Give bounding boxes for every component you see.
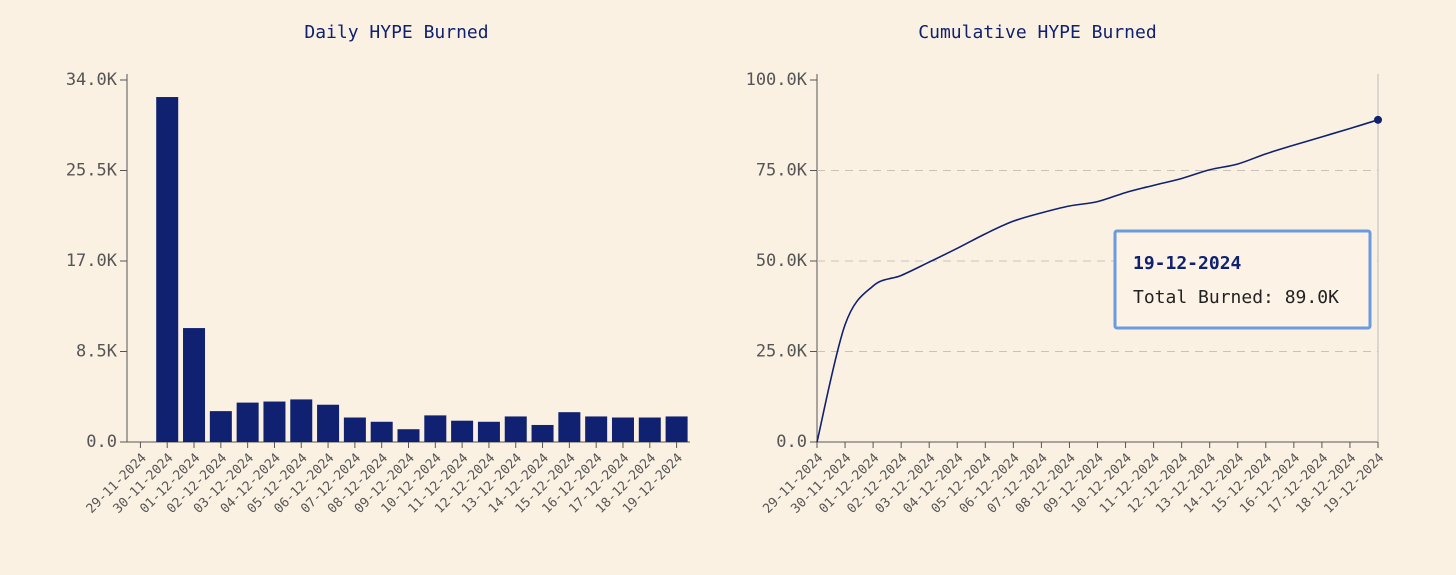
bar bbox=[370, 421, 393, 442]
y-tick-label: 0.0 bbox=[776, 432, 807, 452]
tooltip-box bbox=[1113, 229, 1372, 330]
bar bbox=[585, 416, 608, 442]
tooltip-title: 19-12-2024 bbox=[1133, 253, 1242, 274]
bar bbox=[156, 97, 179, 443]
bar bbox=[477, 421, 500, 442]
bar bbox=[531, 424, 554, 442]
bar bbox=[424, 415, 447, 442]
bar bbox=[397, 429, 420, 442]
bar bbox=[611, 417, 634, 442]
bar bbox=[504, 416, 527, 442]
bar bbox=[317, 404, 340, 442]
bar bbox=[638, 417, 661, 442]
y-tick-label: 17.0K bbox=[66, 251, 118, 271]
bar bbox=[236, 402, 259, 442]
bar bbox=[343, 417, 366, 442]
y-tick-label: 100.0K bbox=[746, 70, 808, 90]
y-tick-label: 25.0K bbox=[756, 342, 808, 362]
bar bbox=[263, 401, 286, 442]
y-tick-label: 8.5K bbox=[76, 342, 118, 362]
line bbox=[816, 119, 1379, 443]
chart-title: Daily HYPE Burned bbox=[304, 22, 488, 43]
hover-point bbox=[1374, 115, 1382, 124]
y-tick-label: 75.0K bbox=[756, 161, 808, 181]
y-tick-label: 25.5K bbox=[66, 161, 118, 181]
y-tick-label: 50.0K bbox=[756, 251, 808, 271]
tooltip-text: Total Burned: 89.0K bbox=[1133, 287, 1339, 308]
bar bbox=[451, 420, 474, 442]
y-tick-label: 0.0 bbox=[86, 432, 117, 452]
bar bbox=[183, 328, 206, 442]
bar bbox=[290, 399, 313, 442]
y-tick-label: 34.0K bbox=[66, 70, 118, 90]
chart-title: Cumulative HYPE Burned bbox=[918, 22, 1156, 43]
bar bbox=[558, 412, 581, 442]
bar bbox=[665, 416, 688, 442]
bar bbox=[209, 411, 232, 442]
